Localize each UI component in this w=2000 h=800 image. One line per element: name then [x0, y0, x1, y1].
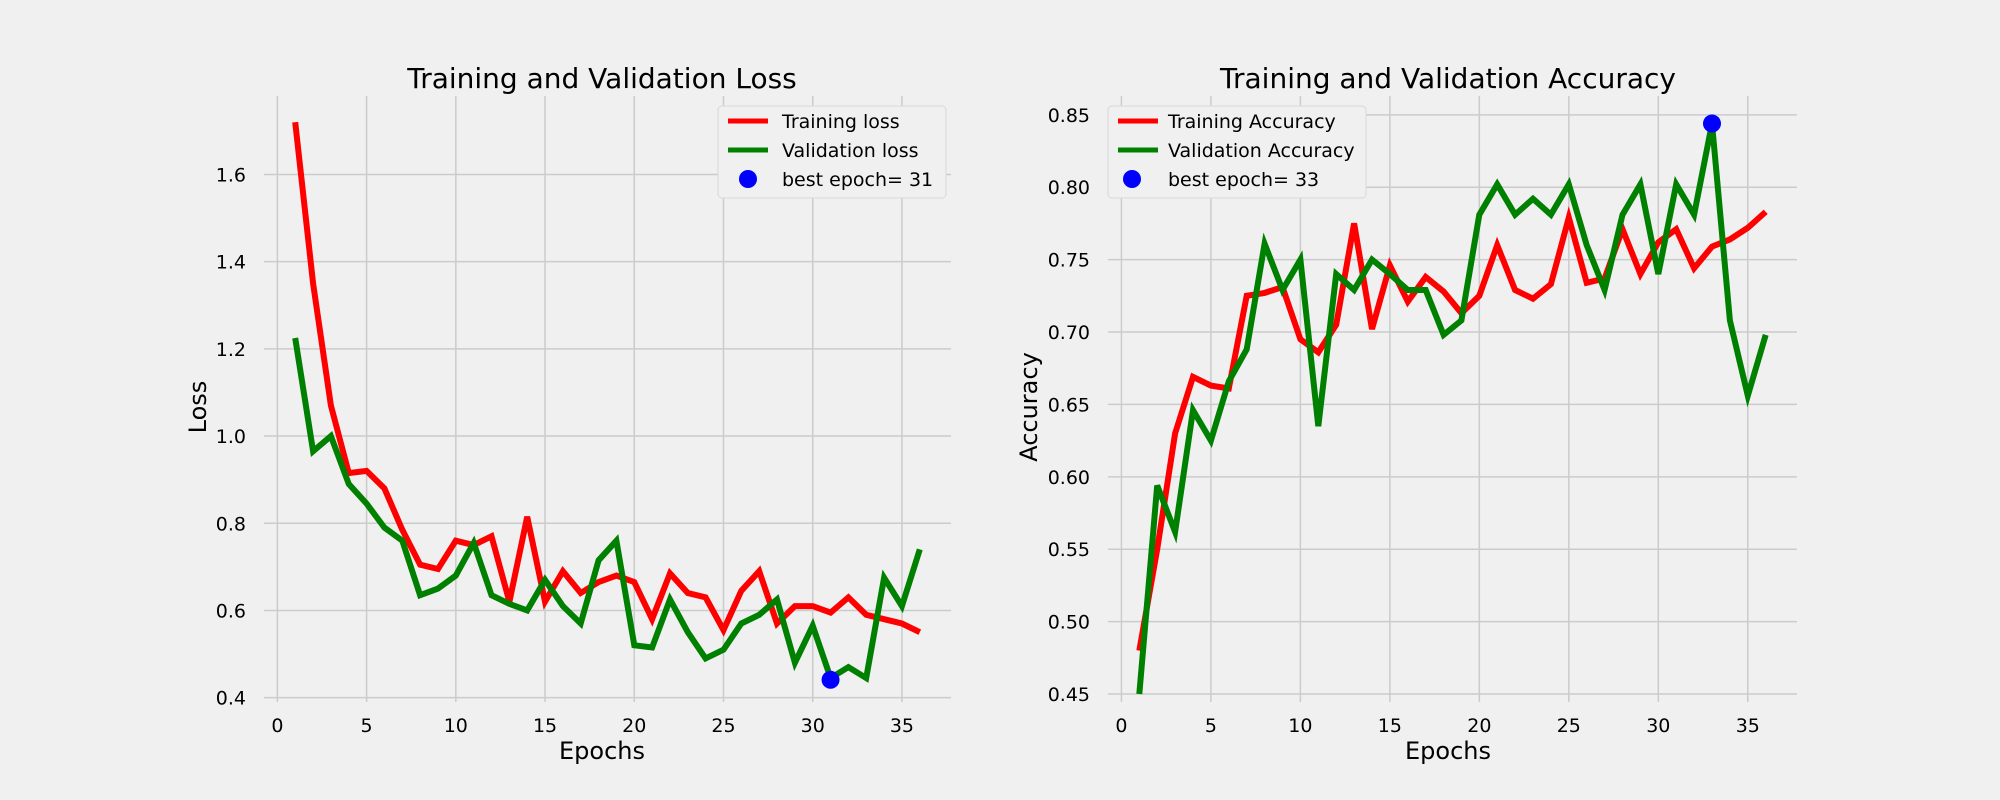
accuracy-legend-box [1107, 105, 1367, 199]
accuracy-y-tick-label: 0.85 [1048, 105, 1090, 127]
accuracy-series [1136, 122, 1769, 695]
loss-y-tick-label: 0.8 [216, 513, 246, 535]
accuracy-y-tick-label: 0.55 [1048, 539, 1090, 561]
accuracy-y-tick-label: 0.60 [1048, 467, 1090, 489]
accuracy-legend-best-label: best epoch= 33 [1168, 169, 1319, 191]
accuracy-x-tick-label: 35 [1736, 715, 1760, 737]
accuracy-legend-best-swatch [1123, 170, 1141, 188]
accuracy-y-tick-label: 0.45 [1048, 684, 1090, 706]
loss-validation-line [292, 337, 923, 683]
loss-y-tick-label: 1.4 [216, 252, 246, 274]
loss-x-tick-label: 25 [711, 715, 735, 737]
accuracy-best-epoch-point [1702, 114, 1721, 133]
accuracy-y-tick-label: 0.65 [1048, 394, 1090, 416]
accuracy-y-axis-label: Accuracy [1015, 352, 1043, 462]
accuracy-x-tick-label: 30 [1646, 715, 1670, 737]
accuracy-y-tick-label: 0.80 [1048, 177, 1090, 199]
loss-y-tick-label: 0.6 [216, 600, 246, 622]
accuracy-chart-title: Training and Validation Accuracy [1219, 62, 1676, 95]
accuracy-x-tick-label: 20 [1467, 715, 1491, 737]
loss-chart: 0 5 10 15 20 25 30 35 0.4 0.6 0.8 1.0 1.2 1.4 1.6 Tra… [184, 62, 951, 765]
loss-legend: Training loss Validation loss best epoch… [717, 105, 947, 199]
accuracy-x-tick-label: 10 [1288, 715, 1312, 737]
accuracy-y-tick-label: 0.70 [1048, 322, 1090, 344]
loss-legend-box [717, 105, 947, 199]
loss-best-marker [821, 670, 840, 689]
accuracy-best-marker [1702, 114, 1721, 133]
accuracy-legend: Training Accuracy Validation Accuracy be… [1107, 105, 1367, 199]
accuracy-x-axis-label: Epochs [1405, 737, 1491, 765]
accuracy-x-tick-labels: 0 5 10 15 20 25 30 35 [1115, 715, 1760, 737]
accuracy-y-tick-label: 0.75 [1048, 250, 1090, 272]
loss-best-epoch-point [821, 670, 840, 689]
loss-x-tick-label: 35 [890, 715, 914, 737]
accuracy-training-line [1136, 206, 1768, 652]
accuracy-legend-training-label: Training Accuracy [1167, 111, 1336, 133]
loss-x-tick-label: 0 [271, 715, 283, 737]
accuracy-legend-validation-label: Validation Accuracy [1168, 140, 1355, 162]
accuracy-y-tick-label: 0.50 [1048, 612, 1090, 634]
loss-series [292, 121, 923, 683]
accuracy-x-tick-label: 5 [1205, 715, 1217, 737]
accuracy-x-tick-label: 0 [1115, 715, 1127, 737]
accuracy-validation-line [1136, 122, 1769, 695]
loss-x-tick-label: 30 [801, 715, 825, 737]
loss-legend-best-swatch [739, 170, 757, 188]
loss-x-tick-label: 10 [444, 715, 468, 737]
loss-legend-best-label: best epoch= 31 [782, 169, 933, 191]
accuracy-x-tick-label: 15 [1378, 715, 1402, 737]
loss-y-tick-label: 0.4 [216, 688, 246, 710]
accuracy-chart: 0 5 10 15 20 25 30 35 0.450.500.550.600.650.700… [1015, 62, 1797, 765]
loss-x-tick-label: 15 [533, 715, 557, 737]
loss-x-tick-label: 5 [361, 715, 373, 737]
loss-legend-training-label: Training loss [781, 111, 900, 133]
loss-y-axis-label: Loss [184, 381, 212, 434]
loss-x-tick-labels: 0 5 10 15 20 25 30 35 [271, 715, 914, 737]
loss-y-tick-labels: 0.4 0.6 0.8 1.0 1.2 1.4 1.6 [216, 164, 246, 709]
loss-chart-title: Training and Validation Loss [406, 62, 797, 95]
loss-y-tick-label: 1.6 [216, 164, 246, 186]
loss-y-tick-label: 1.2 [216, 339, 246, 361]
accuracy-x-tick-label: 25 [1557, 715, 1581, 737]
accuracy-y-tick-labels: 0.45 0.50 0.55 0.60 0.65 0.70 0.75 0.80 0.85 [1048, 105, 1090, 706]
accuracy-grid [1108, 96, 1797, 702]
loss-training-line [292, 121, 922, 637]
loss-y-tick-label: 1.0 [216, 426, 246, 448]
loss-legend-validation-label: Validation loss [782, 140, 919, 162]
loss-x-axis-label: Epochs [559, 737, 645, 765]
loss-x-tick-label: 20 [622, 715, 646, 737]
